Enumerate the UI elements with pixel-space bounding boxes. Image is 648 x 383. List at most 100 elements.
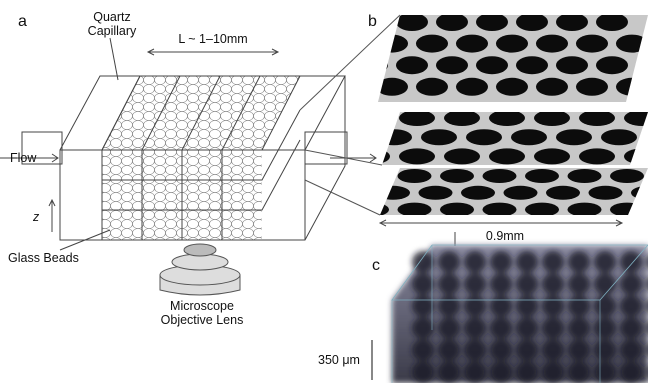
decor xyxy=(188,166,199,175)
decor xyxy=(188,76,199,85)
decor xyxy=(464,361,486,383)
decor xyxy=(144,166,155,175)
decor xyxy=(265,175,276,184)
decor xyxy=(155,184,166,193)
decor xyxy=(516,317,538,339)
decor xyxy=(265,238,276,247)
decor xyxy=(100,139,111,148)
decor xyxy=(155,76,166,85)
decor xyxy=(166,238,177,247)
decor xyxy=(122,103,133,112)
decor xyxy=(166,193,177,202)
decor xyxy=(232,211,243,220)
decor xyxy=(100,202,111,211)
decor xyxy=(416,35,448,53)
decor xyxy=(416,78,448,96)
capillary xyxy=(22,76,347,247)
decor xyxy=(232,202,243,211)
decor xyxy=(464,317,486,339)
decor xyxy=(265,103,276,112)
decor xyxy=(100,166,111,175)
decor xyxy=(221,85,232,94)
decor xyxy=(122,130,133,139)
decor xyxy=(210,238,221,247)
decor xyxy=(232,166,243,175)
decor xyxy=(243,229,254,238)
decor xyxy=(265,94,276,103)
lens-label: Objective Lens xyxy=(161,313,244,327)
decor xyxy=(100,211,111,220)
decor xyxy=(243,175,254,184)
decor xyxy=(100,184,111,193)
decor xyxy=(276,85,287,94)
decor xyxy=(596,56,628,74)
decor xyxy=(254,76,265,85)
decor xyxy=(594,273,616,295)
decor xyxy=(438,361,460,383)
length-label: L ~ 1–10mm xyxy=(178,32,247,46)
decor xyxy=(355,203,389,217)
decor xyxy=(243,148,254,157)
decor xyxy=(287,166,298,175)
decor xyxy=(144,94,155,103)
decor xyxy=(188,112,199,121)
decor xyxy=(354,110,390,126)
decor xyxy=(232,220,243,229)
decor xyxy=(412,317,434,339)
decor xyxy=(100,85,111,94)
decor xyxy=(166,157,177,166)
decor xyxy=(243,184,254,193)
decor xyxy=(210,139,221,148)
decor xyxy=(243,76,254,85)
decor xyxy=(276,238,287,247)
decor xyxy=(254,211,265,220)
decor xyxy=(199,121,210,130)
decor xyxy=(100,121,111,130)
decor xyxy=(111,94,122,103)
decor xyxy=(489,148,525,164)
decor xyxy=(243,238,254,247)
decor xyxy=(188,157,199,166)
decor xyxy=(122,148,133,157)
projection-lines xyxy=(300,15,400,215)
decor xyxy=(542,317,564,339)
decor xyxy=(276,202,287,211)
decor xyxy=(525,169,559,183)
decor xyxy=(111,85,122,94)
decor xyxy=(254,157,265,166)
decor xyxy=(155,139,166,148)
decor xyxy=(438,295,460,317)
z-label: z xyxy=(32,210,40,224)
decor xyxy=(232,130,243,139)
decor xyxy=(199,193,210,202)
decor xyxy=(536,35,568,53)
decor xyxy=(155,157,166,166)
decor xyxy=(556,56,588,74)
decor xyxy=(199,220,210,229)
decor xyxy=(210,112,221,121)
decor xyxy=(556,13,588,31)
decor xyxy=(511,129,547,145)
decor xyxy=(133,85,144,94)
decor xyxy=(276,103,287,112)
decor xyxy=(188,94,199,103)
decor xyxy=(144,202,155,211)
decor xyxy=(188,103,199,112)
decor xyxy=(412,361,434,383)
decor xyxy=(298,220,309,229)
decor xyxy=(254,220,265,229)
decor xyxy=(210,121,221,130)
decor xyxy=(210,193,221,202)
decor xyxy=(276,166,287,175)
decor xyxy=(287,175,298,184)
decor xyxy=(287,202,298,211)
decor xyxy=(243,193,254,202)
decor xyxy=(525,203,559,217)
decor xyxy=(100,220,111,229)
decor xyxy=(576,35,608,53)
decor xyxy=(534,148,570,164)
decor xyxy=(265,76,276,85)
decor xyxy=(438,251,460,273)
decor xyxy=(243,112,254,121)
decor xyxy=(221,121,232,130)
